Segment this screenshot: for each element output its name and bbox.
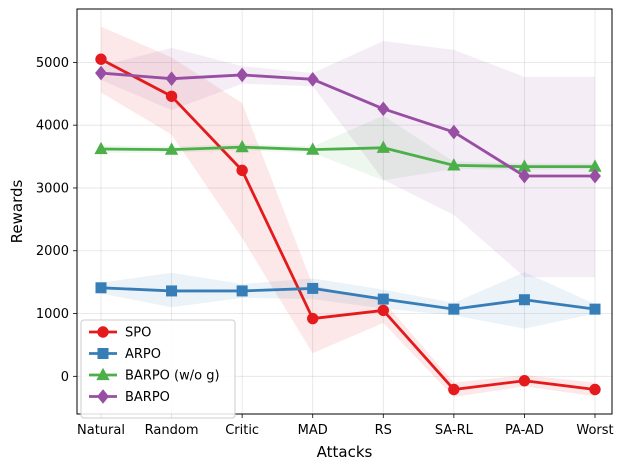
x-tick-label: Natural	[77, 423, 125, 438]
legend-marker-spo	[97, 326, 109, 338]
point-spo	[589, 383, 601, 396]
y-tick-label: 0	[61, 370, 69, 385]
point-barpo	[377, 101, 390, 117]
point-arpo	[589, 303, 601, 315]
point-arpo	[377, 293, 389, 305]
line-barpo	[99, 71, 597, 178]
y-tick-label: 2000	[36, 244, 69, 259]
band-barpo	[101, 41, 595, 278]
line-spo	[99, 57, 597, 391]
legend-label-barpo: BARPO	[125, 390, 170, 405]
line-arpo	[99, 286, 597, 311]
y-tick-label: 4000	[36, 119, 69, 134]
x-tick-label: MAD	[298, 423, 328, 438]
point-spo	[307, 312, 319, 325]
point-arpo	[166, 285, 178, 297]
y-axis-title: Rewards	[8, 179, 26, 243]
x-tick-label: RS	[375, 423, 392, 438]
point-barpo	[236, 67, 249, 83]
legend-label-barpo-w-o-g: BARPO (w/o g)	[125, 369, 220, 384]
x-tick-label: Critic	[225, 423, 259, 438]
point-barpo	[165, 71, 178, 86]
point-barpo-w-o-g	[164, 142, 179, 155]
legend-marker-barpo	[97, 389, 109, 404]
point-arpo	[307, 282, 319, 294]
point-barpo-w-o-g	[235, 139, 249, 153]
point-barpo-w-o-g	[447, 158, 461, 171]
point-spo	[236, 164, 248, 177]
point-spo	[165, 90, 178, 102]
series-lines	[99, 57, 597, 391]
x-tick-label: SA-RL	[435, 423, 474, 438]
axis-ticks: Natural Random Critic MAD RS SA-RL PA-AD Worst 0…	[36, 56, 614, 438]
point-spo	[448, 383, 460, 396]
point-barpo-w-o-g	[94, 141, 108, 155]
x-tick-label: PA-AD	[505, 423, 544, 438]
point-barpo	[589, 168, 601, 184]
point-barpo	[95, 65, 107, 81]
point-barpo	[518, 168, 531, 184]
point-spo	[377, 304, 389, 317]
legend-marker-arpo	[97, 348, 109, 359]
y-tick-label: 5000	[36, 56, 69, 71]
band-spo	[101, 26, 595, 398]
legend-label-spo: SPO	[125, 326, 151, 341]
y-tick-label: 1000	[36, 307, 69, 322]
x-axis-title: Attacks	[317, 443, 373, 461]
point-barpo-w-o-g	[306, 142, 320, 155]
point-arpo	[518, 294, 530, 306]
series-markers	[94, 53, 602, 396]
point-barpo-w-o-g	[376, 140, 390, 153]
x-tick-label: Worst	[576, 423, 613, 438]
legend: SPO ARPO BARPO (w/o g) BARPO	[80, 319, 236, 419]
line-barpo-w-o-g	[99, 145, 597, 169]
point-arpo	[236, 285, 248, 297]
band-arpo	[101, 272, 595, 329]
y-tick-label: 3000	[36, 181, 69, 196]
plot-frame	[76, 8, 613, 415]
legend-box	[80, 319, 236, 419]
point-barpo	[447, 124, 460, 140]
point-arpo	[95, 282, 107, 294]
legend-marker-barpo-w-o-g	[96, 367, 110, 381]
legend-label-arpo: ARPO	[125, 347, 161, 362]
point-spo	[518, 375, 531, 387]
point-barpo	[306, 72, 319, 87]
point-arpo	[448, 303, 460, 315]
x-tick-label: Random	[145, 423, 199, 438]
point-spo	[95, 53, 107, 65]
grid	[77, 9, 612, 414]
